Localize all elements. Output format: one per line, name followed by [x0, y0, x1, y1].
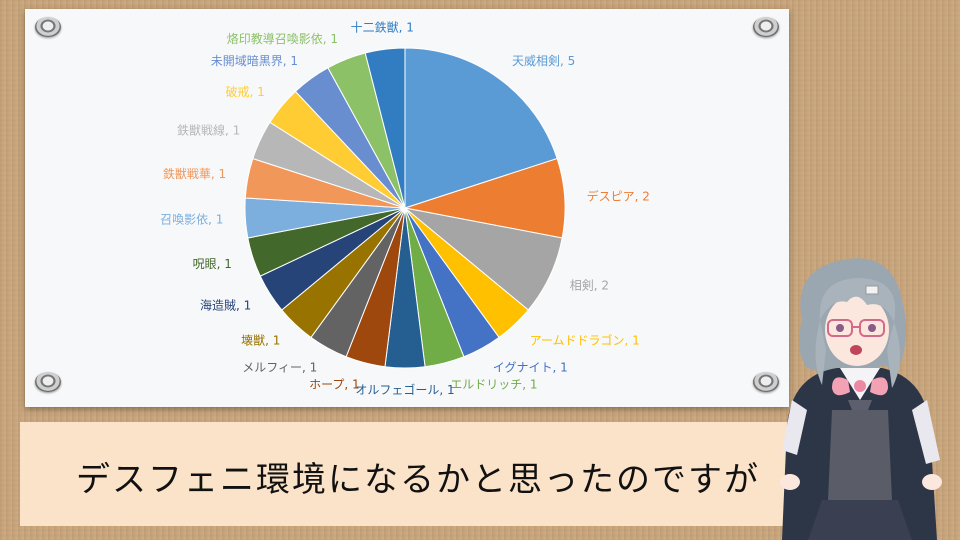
slice-label: 相剣, 2 — [570, 279, 609, 293]
subtitle-bar: デスフェニ環境になるかと思ったのですが — [20, 422, 838, 526]
slice-label: アームドドラゴン, 1 — [530, 333, 640, 348]
screw-bottom-left — [35, 372, 61, 392]
slice-label: 破戒, 1 — [226, 84, 265, 99]
slice-label: エルドリッチ, 1 — [450, 377, 537, 391]
slice-label: 壊獣, 1 — [241, 334, 280, 348]
slice-label: イグナイト, 1 — [493, 361, 568, 375]
slice-label: 十二鉄獣, 1 — [351, 19, 414, 34]
slice-label: ホープ, 1 — [309, 377, 360, 391]
pie-slice — [364, 47, 406, 209]
slice-label: デスピア, 2 — [587, 189, 650, 204]
pie-slice — [404, 47, 558, 209]
slice-label: オルフェゴール, 1 — [355, 382, 454, 397]
slice-label: 鉄獣戦線, 1 — [177, 123, 240, 138]
slice-label: 鉄獣戦華, 1 — [163, 166, 226, 181]
slice-label: 呪眼, 1 — [193, 257, 232, 271]
screw-top-left — [35, 17, 61, 37]
slice-label: 天威相剣, 5 — [512, 54, 575, 68]
slice-label: 召喚影依, 1 — [160, 211, 223, 226]
character-illustration — [780, 258, 942, 540]
slice-label: 未開域暗黒界, 1 — [211, 53, 298, 68]
subtitle-text: デスフェニ環境になるかと思ったのですが — [76, 460, 760, 500]
slice-label: 烙印教導召喚影依, 1 — [227, 31, 338, 46]
screw-top-right — [753, 17, 779, 37]
screw-bottom-right — [753, 372, 779, 392]
slice-label: 海造賊, 1 — [200, 298, 251, 313]
slice-label: メルフィー, 1 — [242, 361, 317, 375]
